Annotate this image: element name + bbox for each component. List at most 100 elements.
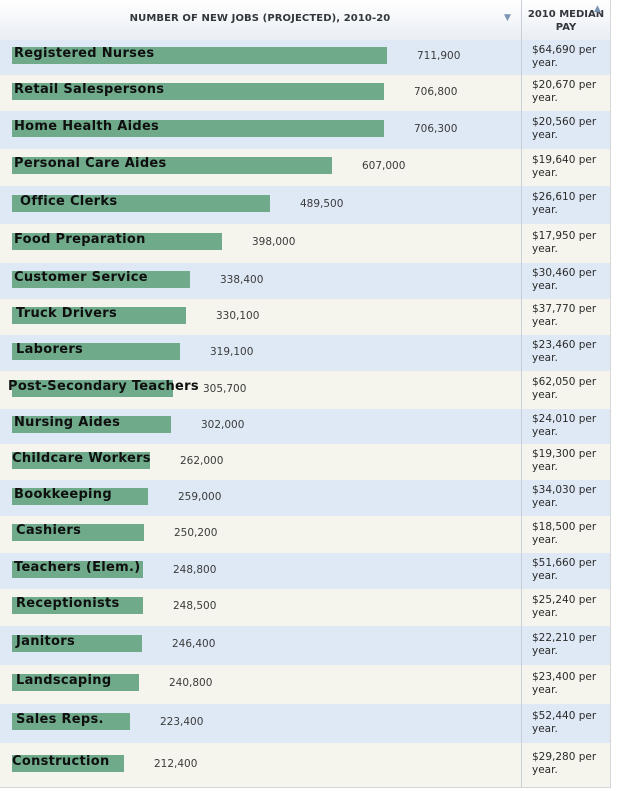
bar-label: Childcare Workers [12,451,151,466]
table-row: Cashiers 250,200 $18,500 per year. [0,516,610,553]
median-pay-cell: $26,610 per year. [532,191,606,217]
bar [12,561,143,578]
bar [12,674,139,691]
pay-unit: year. [532,57,558,69]
table-row: Home Health Aides 706,300 $20,560 per year. [0,111,610,149]
table-row: Personal Care Aides 607,000 $19,640 per yea… [0,149,610,186]
table-row: Teachers (Elem.) 248,800 $51,660 per year. [0,553,610,589]
pay-amount: $64,690 per [532,44,597,56]
median-pay-cell: $20,670 per year. [532,79,606,105]
value-label: 607,000 [362,160,406,172]
pay-amount: $52,440 per [532,710,597,722]
value-label: 489,500 [300,198,344,210]
bar-label: Construction [12,754,110,769]
bar-label: Janitors [16,634,76,649]
value-label: 259,000 [178,491,222,503]
value-label: 330,100 [216,310,260,322]
median-pay-cell: $22,210 per year. [532,632,606,658]
pay-amount: $26,610 per [532,191,597,203]
bar-label: Registered Nurses [14,46,155,61]
table-row: Janitors 246,400 $22,210 per year. [0,626,610,665]
sort-arrow-icon[interactable]: ▼ [504,13,511,23]
bar-label: Bookkeeping [14,487,112,502]
bar [12,83,384,100]
table-row: Customer Service 338,400 $30,460 per year. [0,263,610,299]
bar-label: Customer Service [14,270,148,285]
pay-unit: year. [532,684,558,696]
pay-amount: $20,560 per [532,116,597,128]
median-pay-cell: $51,660 per year. [532,557,606,583]
pay-amount: $37,770 per [532,303,597,315]
value-label: 706,800 [414,86,458,98]
table-row: Food Preparation 398,000 $17,950 per year. [0,224,610,263]
value-label: 246,400 [172,638,216,650]
table-row: Nursing Aides 302,000 $24,010 per year. [0,409,610,444]
pay-header-line1: 2010 MEDIAN [527,9,605,20]
pay-amount: $23,460 per [532,339,597,351]
table-row: Sales Reps. 223,400 $52,440 per year. [0,704,610,743]
median-pay-cell: $52,440 per year. [532,710,606,736]
median-pay-cell: $17,950 per year. [532,230,606,256]
pay-amount: $18,500 per [532,521,597,533]
pay-column-header[interactable]: 2010 MEDIAN PAY [522,8,610,34]
jobs-column-header[interactable]: NUMBER OF NEW JOBS (PROJECTED), 2010-20 [129,13,391,24]
bar-label: Landscaping [16,673,112,688]
pay-unit: year. [532,389,558,401]
value-label: 398,000 [252,236,296,248]
table-row: Truck Drivers 330,100 $37,770 per year. [0,299,610,335]
bar-label: Food Preparation [14,232,146,247]
table-row: Receptionists 248,500 $25,240 per year. [0,589,610,626]
value-label: 338,400 [220,274,264,286]
bar-label: Office Clerks [20,194,118,209]
bar-label: Cashiers [16,523,82,538]
bar [12,635,142,652]
sort-up-arrow-icon[interactable]: ▲ [594,4,601,14]
value-label: 212,400 [154,758,198,770]
pay-unit: year. [532,426,558,438]
median-pay-cell: $20,560 per year. [532,116,606,142]
pay-header-line2: PAY [555,22,577,33]
pay-amount: $20,670 per [532,79,597,91]
median-pay-cell: $29,280 per year. [532,751,606,777]
bar [12,157,332,174]
bar-label: Teachers (Elem.) [14,560,141,575]
pay-unit: year. [532,280,558,292]
value-label: 305,700 [203,383,247,395]
table-row: Registered Nurses 711,900 $64,690 per year. [0,40,610,75]
median-pay-cell: $64,690 per year. [532,44,606,70]
pay-amount: $25,240 per [532,594,597,606]
bar-label: Post-Secondary Teachers [8,379,199,394]
median-pay-cell: $24,010 per year. [532,413,606,439]
median-pay-cell: $25,240 per year. [532,594,606,620]
pay-amount: $23,400 per [532,671,597,683]
pay-unit: year. [532,316,558,328]
column-divider [521,0,522,787]
value-label: 248,800 [173,564,217,576]
median-pay-cell: $37,770 per year. [532,303,606,329]
pay-unit: year. [532,645,558,657]
table-row: Landscaping 240,800 $23,400 per year. [0,665,610,704]
pay-unit: year. [532,92,558,104]
median-pay-cell: $30,460 per year. [532,267,606,293]
pay-unit: year. [532,461,558,473]
pay-amount: $19,300 per [532,448,597,460]
median-pay-cell: $18,500 per year. [532,521,606,547]
pay-unit: year. [532,167,558,179]
bar [12,524,144,541]
pay-unit: year. [532,607,558,619]
bar-label: Laborers [16,342,84,357]
median-pay-cell: $62,050 per year. [532,376,606,402]
value-label: 706,300 [414,123,458,135]
pay-unit: year. [532,204,558,216]
table-header: NUMBER OF NEW JOBS (PROJECTED), 2010-20 … [0,0,610,41]
bar [12,452,150,469]
pay-amount: $62,050 per [532,376,597,388]
pay-amount: $29,280 per [532,751,597,763]
pay-amount: $17,950 per [532,230,597,242]
table-row: Retail Salespersons 706,800 $20,670 per yea… [0,75,610,111]
bar [12,597,143,614]
pay-unit: year. [532,497,558,509]
pay-amount: $22,210 per [532,632,597,644]
bar-label: Nursing Aides [14,415,121,430]
